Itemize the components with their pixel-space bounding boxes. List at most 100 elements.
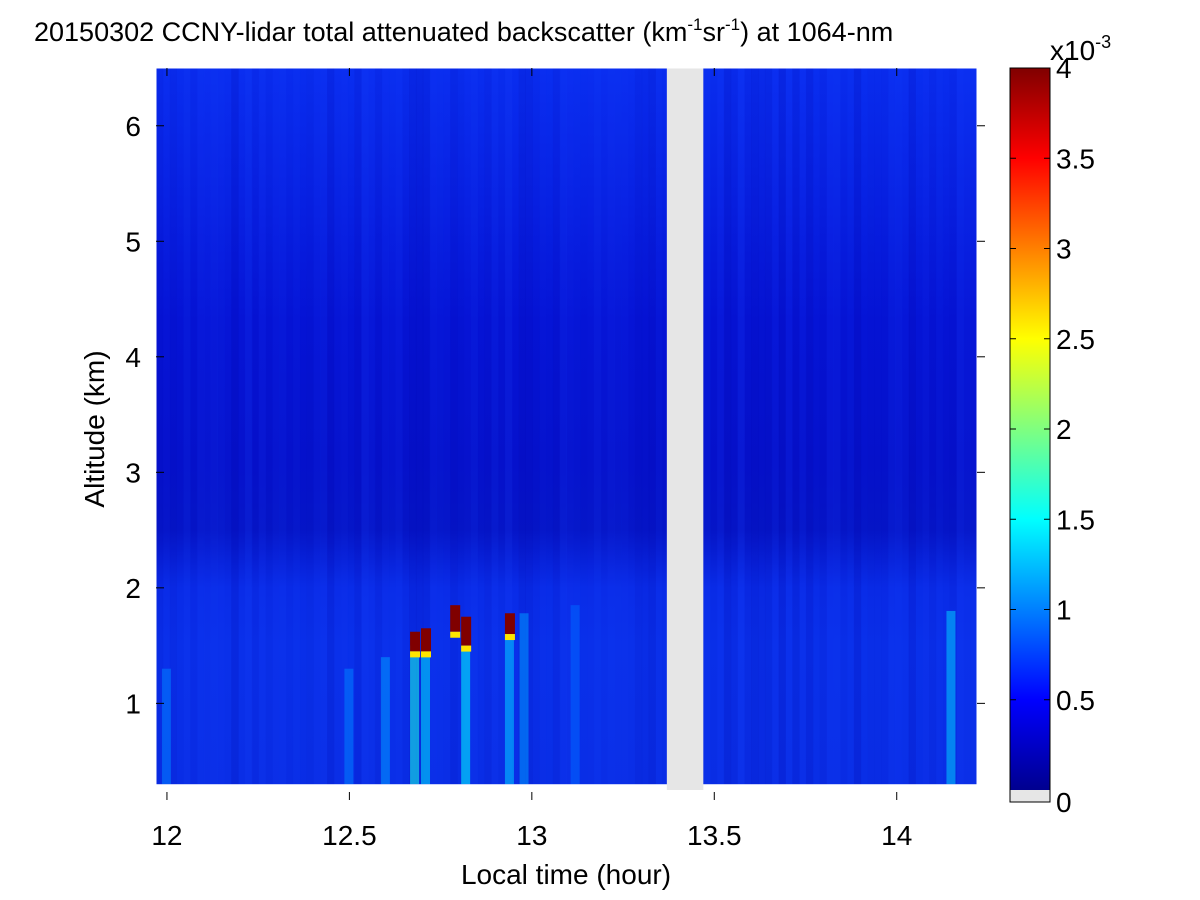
cloud-cell-edge <box>461 645 472 652</box>
data-columns <box>156 68 977 790</box>
profile-column <box>593 68 602 790</box>
profile-column <box>177 68 184 790</box>
x-axis-label: Local time (hour) <box>461 859 671 890</box>
profile-column <box>587 68 594 790</box>
profile-column <box>874 68 881 790</box>
colorbar-tick-label: 3.5 <box>1056 143 1095 174</box>
profile-column <box>956 68 964 790</box>
colorbar-tick-label: 3 <box>1056 234 1072 265</box>
x-axis-ticks: 12 12.5 13 13.5 14 <box>151 68 912 851</box>
profile-column <box>894 68 903 790</box>
profile-column <box>751 68 759 790</box>
profile-column <box>217 68 225 790</box>
profile-column <box>614 68 622 790</box>
profile-column <box>771 68 780 790</box>
profile-column <box>197 68 205 790</box>
profile-column <box>354 68 362 790</box>
colorbar-tick-label: 1 <box>1056 595 1072 626</box>
profile-column <box>402 68 410 790</box>
profile-column <box>648 68 656 790</box>
profile-column <box>292 68 301 790</box>
profile-column <box>621 68 629 790</box>
profile-column <box>628 68 635 790</box>
cloud-cell-edge <box>450 631 461 638</box>
profile-column <box>320 68 328 790</box>
aerosol-plume <box>946 610 956 785</box>
profile-column <box>799 68 807 790</box>
profile-column <box>601 68 608 790</box>
colorbar: 0 0.5 1 1.5 2 2.5 3 3.5 4 x10-3 <box>1009 32 1111 818</box>
profile-column <box>388 68 396 790</box>
cloud-cell-edge <box>504 634 515 641</box>
profile-column <box>744 68 752 790</box>
profile-column <box>703 68 711 790</box>
cloud-cell-edge <box>410 651 421 658</box>
colorbar-tick-label: 0 <box>1056 787 1072 818</box>
profile-column <box>518 68 526 790</box>
cloud-cell-edge <box>421 651 432 658</box>
profile-column <box>272 68 280 790</box>
x-tick-label: 14 <box>881 820 912 851</box>
profile-column <box>395 68 403 790</box>
profile-column <box>888 68 896 790</box>
profile-column <box>498 68 505 790</box>
colorbar-exponent: x10-3 <box>1050 32 1111 66</box>
y-axis-ticks: 1 2 3 4 5 6 <box>125 111 985 719</box>
aerosol-plume <box>519 613 529 785</box>
profile-column <box>409 68 417 790</box>
below-base-strip <box>156 784 977 790</box>
plot-frame <box>155 67 978 801</box>
aerosol-plume <box>344 668 354 785</box>
cloud-cell <box>504 613 515 635</box>
profile-column <box>190 68 198 790</box>
y-tick-label: 6 <box>125 111 141 142</box>
aerosol-plume <box>570 605 580 785</box>
profile-column <box>847 68 855 790</box>
x-tick-label: 13.5 <box>687 820 742 851</box>
cloud-cell <box>421 628 432 652</box>
aerosol-plume <box>461 645 471 785</box>
profile-column <box>963 68 971 790</box>
profile-column <box>792 68 800 790</box>
profile-column <box>457 68 465 790</box>
profile-column <box>949 68 957 790</box>
cloud-cells <box>410 605 515 658</box>
profile-column <box>265 68 272 790</box>
profile-column <box>327 68 335 790</box>
profile-column <box>881 68 889 790</box>
colorbar-ticks: 0 0.5 1 1.5 2 2.5 3 3.5 4 <box>1010 53 1095 818</box>
profile-column <box>251 68 260 790</box>
profile-column <box>813 68 820 790</box>
colorbar-tick-label: 1.5 <box>1056 504 1095 535</box>
profile-column <box>908 68 916 790</box>
y-tick-label: 5 <box>125 226 141 257</box>
y-tick-label: 4 <box>125 342 141 373</box>
colorbar-tick-label: 0.5 <box>1056 685 1095 716</box>
profile-column <box>559 68 567 790</box>
colorbar-nodata-swatch <box>1010 790 1050 802</box>
aerosol-plume <box>161 668 171 785</box>
colorbar-gradient <box>1010 68 1050 790</box>
profile-column <box>580 68 587 790</box>
profile-column <box>826 68 834 790</box>
colorbar-tick-label: 2.5 <box>1056 324 1095 355</box>
profile-column <box>429 68 438 790</box>
profile-column <box>929 68 937 790</box>
profile-column <box>183 68 191 790</box>
profile-column <box>279 68 287 790</box>
profile-column <box>484 68 492 790</box>
profile-column <box>717 68 725 790</box>
profile-column <box>443 68 450 790</box>
profile-column <box>334 68 341 790</box>
colorbar-tick-label: 4 <box>1056 53 1072 84</box>
profile-column <box>546 68 553 790</box>
profile-column <box>573 68 581 790</box>
aerosol-plume <box>380 657 390 785</box>
plot-background <box>156 68 977 790</box>
profile-column <box>300 68 307 790</box>
plot-area <box>156 68 977 790</box>
profile-column <box>381 68 390 790</box>
profile-column <box>935 68 944 790</box>
profile-column <box>737 68 745 790</box>
cloud-cell <box>461 616 472 646</box>
